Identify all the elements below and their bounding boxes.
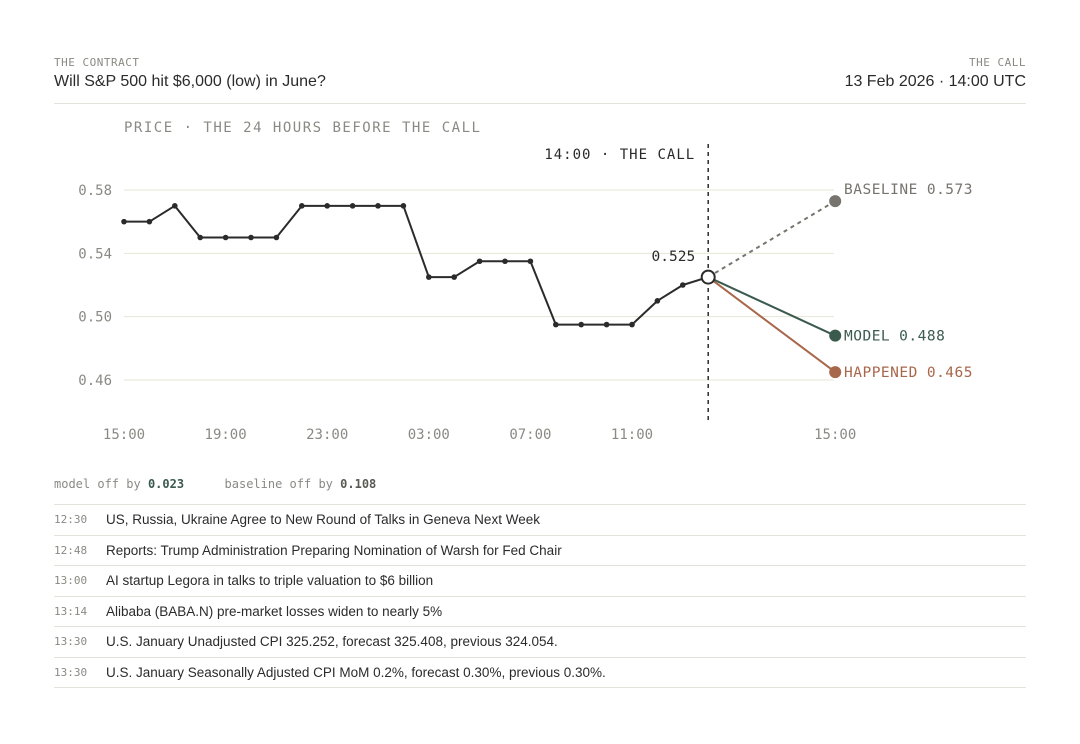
model-error-label: model off by: [54, 477, 141, 491]
data-point: [146, 218, 153, 225]
news-headline: Alibaba (BABA.N) pre-market losses widen…: [106, 603, 443, 619]
data-point: [426, 274, 432, 280]
news-time: 13:30: [54, 665, 88, 679]
data-point: [476, 258, 483, 265]
x-tick-label: 03:00: [408, 427, 450, 443]
data-point: [222, 234, 229, 241]
data-point: [603, 321, 610, 328]
data-point: [527, 258, 534, 265]
news-time: 13:00: [54, 574, 88, 588]
data-point: [121, 218, 127, 225]
data-point: [375, 203, 381, 209]
forecast-value: 0.573: [927, 182, 973, 198]
forecast-value: 0.465: [927, 365, 973, 381]
price-chart: PRICE · THE 24 HOURS BEFORE THE CALL 0.5…: [78, 120, 973, 443]
y-axis-ticks: 0.58 0.54 0.50 0.46: [78, 183, 112, 389]
news-list: 12:30 US, Russia, Ukraine Agree to New Ro…: [54, 504, 1026, 688]
y-tick-label: 0.58: [78, 183, 112, 199]
contract-label: THE CONTRACT: [54, 56, 140, 69]
contract-title: Will S&P 500 hit $6,000 (low) in June?: [54, 73, 326, 90]
forecast-label-happened: HAPPENED 0.465: [844, 365, 973, 381]
news-time: 12:30: [54, 513, 88, 527]
call-time: 13 Feb 2026 · 14:00 UTC: [844, 73, 1026, 90]
data-point: [680, 282, 686, 288]
news-item[interactable]: 13:30 U.S. January Unadjusted CPI 325.252…: [54, 626, 1026, 657]
x-axis-ticks: 15:00 19:00 23:00 03:00 07:00 11:00 15:00: [103, 427, 856, 443]
gridlines: [124, 189, 834, 381]
news-headline: AI startup Legora in talks to triple val…: [106, 573, 434, 589]
data-point: [654, 298, 661, 304]
data-point: [324, 203, 331, 209]
baseline-error-label: baseline off by: [224, 477, 333, 491]
news-item[interactable]: 13:14 Alibaba (BABA.N) pre-market losses …: [54, 595, 1026, 627]
model-error-value: 0.023: [147, 477, 185, 491]
news-headline: US, Russia, Ukraine Agree to New Round o…: [106, 512, 540, 528]
data-point: [400, 203, 407, 209]
data-point: [502, 258, 508, 265]
data-point: [349, 203, 356, 209]
x-tick-label: 19:00: [205, 427, 247, 443]
data-point: [248, 234, 254, 241]
news-item[interactable]: 13:30 U.S. January Seasonally Adjusted CP…: [54, 656, 1026, 688]
forecast-name: HAPPENED: [844, 365, 918, 381]
forecast-line-baseline: [707, 200, 836, 278]
news-item[interactable]: 13:00 AI startup Legora in talks to tripl…: [54, 565, 1026, 596]
data-point: [299, 203, 305, 209]
forecast-label-baseline: BASELINE 0.573: [844, 182, 973, 198]
baseline-error-value: 0.108: [340, 477, 377, 491]
call-value-label: 0.525: [652, 249, 696, 265]
header-divider: [54, 103, 1026, 104]
forecast-name: MODEL: [844, 329, 890, 345]
forecast-lines: BASELINE 0.573 MODEL 0.488 HAPPENED 0.465 0.52…: [652, 182, 973, 381]
y-tick-label: 0.54: [78, 246, 112, 262]
news-item[interactable]: 12:30 US, Russia, Ukraine Agree to New Ro…: [54, 504, 1026, 535]
news-headline: U.S. January Unadjusted CPI 325.252, for…: [106, 634, 558, 650]
y-tick-label: 0.46: [78, 373, 112, 389]
data-point: [629, 321, 635, 328]
price-line: [124, 204, 709, 326]
forecast-point-model: [829, 329, 842, 342]
call-label: THE CALL: [969, 56, 1026, 69]
news-time: 13:30: [54, 635, 88, 649]
forecast-value: 0.488: [899, 329, 945, 345]
news-time: 13:14: [54, 604, 88, 618]
data-point: [197, 234, 203, 241]
data-point: [578, 321, 584, 328]
data-point: [553, 321, 559, 328]
x-tick-label: 23:00: [306, 427, 348, 443]
forecast-line-happened: [707, 276, 836, 373]
data-point: [273, 234, 280, 241]
x-tick-label: 07:00: [509, 427, 551, 443]
error-summary: model off by 0.023 baseline off by 0.108: [54, 477, 376, 491]
forecast-line-model: [707, 276, 836, 337]
data-point: [451, 274, 458, 280]
x-tick-label: 11:00: [611, 427, 653, 443]
call-point: [700, 269, 716, 285]
x-tick-label: 15:00: [103, 427, 145, 443]
data-point: [172, 203, 178, 209]
news-headline: Reports: Trump Administration Preparing …: [106, 542, 562, 558]
forecast-label-model: MODEL 0.488: [844, 329, 945, 345]
price-series: [121, 203, 709, 328]
y-tick-label: 0.50: [78, 310, 112, 326]
forecast-point-baseline: [829, 195, 842, 208]
chart-title: PRICE · THE 24 HOURS BEFORE THE CALL: [124, 120, 481, 136]
news-headline: U.S. January Seasonally Adjusted CPI MoM…: [106, 664, 606, 680]
news-time: 12:48: [54, 543, 88, 557]
forecast-point-happened: [829, 366, 842, 379]
call-label-text: 14:00 · THE CALL: [544, 147, 695, 163]
x-tick-label: 15:00: [814, 427, 856, 443]
news-item[interactable]: 12:48 Reports: Trump Administration Prepa…: [54, 534, 1026, 566]
forecast-name: BASELINE: [844, 182, 918, 198]
